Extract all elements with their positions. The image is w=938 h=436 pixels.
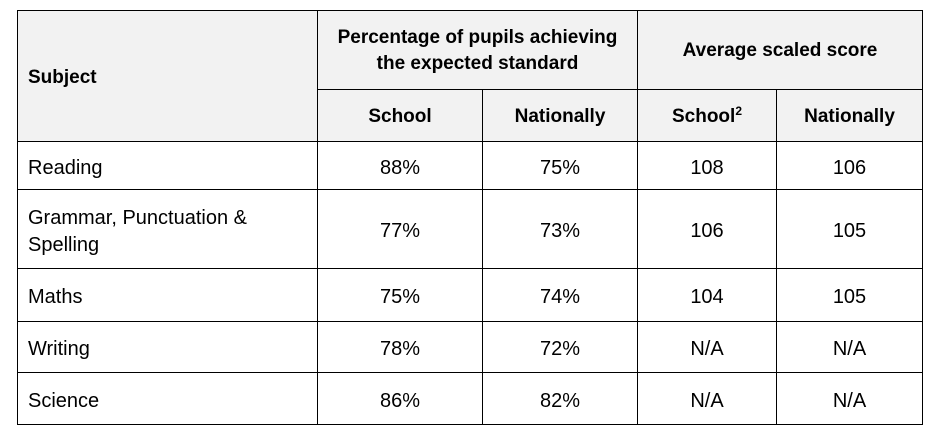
cell-writing-nationally-pct: 72% — [482, 321, 638, 373]
table-row-reading: Reading 88% 75% 108 106 — [17, 141, 924, 190]
cell-maths-school-score: 104 — [637, 268, 777, 322]
cell-grammar-school-pct: 77% — [317, 189, 483, 269]
cell-science-school-score: N/A — [637, 372, 777, 425]
cell-reading-nationally-pct: 75% — [482, 141, 638, 190]
cell-writing-school-score: N/A — [637, 321, 777, 373]
header-group-average: Average scaled score — [636, 10, 924, 90]
cell-science-nationally-score: N/A — [775, 372, 924, 425]
cell-reading-school-score: 108 — [637, 141, 777, 190]
table-row-grammar: Grammar, Punctuation & Spelling 77% 73% … — [17, 189, 924, 269]
table-row-writing: Writing 78% 72% N/A N/A — [17, 321, 924, 373]
cell-reading-nationally-score: 106 — [775, 141, 924, 190]
cell-subject-writing: Writing — [17, 321, 318, 373]
cell-grammar-nationally-score: 105 — [775, 189, 924, 269]
header-group-percentage: Percentage of pupils achieving the expec… — [317, 10, 638, 90]
header-school-average: School2 — [637, 89, 777, 142]
cell-maths-nationally-pct: 74% — [482, 268, 638, 322]
header-school-percentage: School — [317, 89, 483, 142]
header-nationally-average: Nationally — [775, 89, 924, 142]
cell-subject-reading: Reading — [17, 141, 318, 190]
cell-science-nationally-pct: 82% — [482, 372, 638, 425]
cell-maths-school-pct: 75% — [317, 268, 483, 322]
cell-subject-grammar: Grammar, Punctuation & Spelling — [17, 189, 318, 269]
table-row-science: Science 86% 82% N/A N/A — [17, 372, 924, 425]
cell-science-school-pct: 86% — [317, 372, 483, 425]
cell-subject-science: Science — [17, 372, 318, 425]
results-table: Subject Percentage of pupils achieving t… — [17, 10, 924, 425]
header-school-average-label: School — [671, 105, 736, 127]
cell-writing-nationally-score: N/A — [775, 321, 924, 373]
header-subject: Subject — [17, 10, 318, 142]
cell-writing-school-pct: 78% — [317, 321, 483, 373]
cell-grammar-school-score: 106 — [637, 189, 777, 269]
cell-maths-nationally-score: 105 — [775, 268, 924, 322]
cell-subject-maths: Maths — [17, 268, 318, 322]
table-row-maths: Maths 75% 74% 104 105 — [17, 268, 924, 322]
header-nationally-percentage: Nationally — [482, 89, 638, 142]
cell-grammar-nationally-pct: 73% — [482, 189, 638, 269]
header-school-footnote-marker: 2 — [735, 103, 743, 118]
cell-reading-school-pct: 88% — [317, 141, 483, 190]
